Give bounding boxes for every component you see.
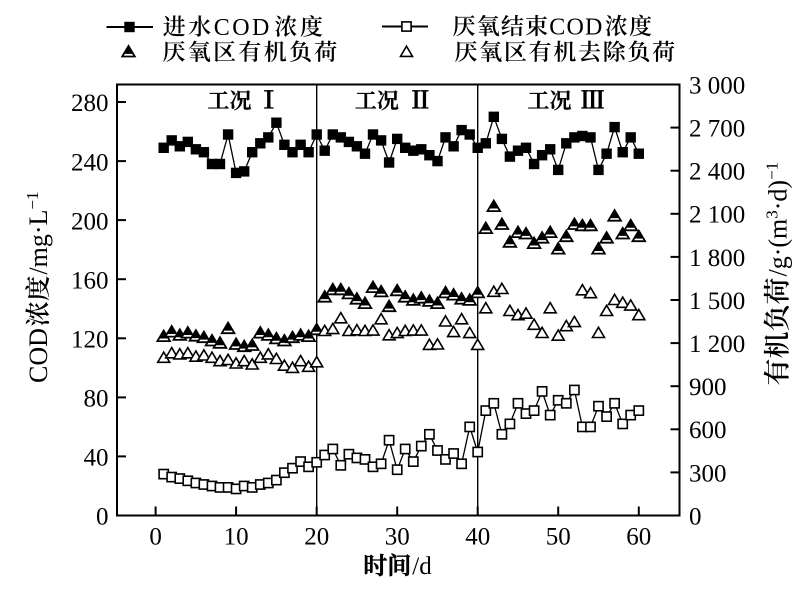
svg-text:120: 120 — [71, 327, 109, 354]
svg-text:280: 280 — [71, 90, 109, 117]
svg-text:40: 40 — [465, 524, 490, 551]
svg-text:/mg·L−1: /mg·L−1 — [23, 192, 53, 275]
svg-text:/g·(m3·d)−1: /g·(m3·d)−1 — [763, 162, 793, 277]
svg-text:/d: /d — [412, 553, 432, 580]
svg-text:30: 30 — [385, 524, 410, 551]
svg-text:50: 50 — [546, 524, 571, 551]
svg-text:1 800: 1 800 — [689, 245, 745, 272]
svg-text:0: 0 — [149, 524, 162, 551]
svg-text:2 700: 2 700 — [689, 116, 745, 143]
svg-text:300: 300 — [689, 460, 727, 487]
svg-text:1 200: 1 200 — [689, 331, 745, 358]
svg-text:160: 160 — [71, 267, 109, 294]
svg-text:COD: COD — [24, 328, 53, 383]
svg-text:240: 240 — [71, 149, 109, 176]
svg-text:COD: COD — [549, 14, 603, 40]
svg-text:60: 60 — [626, 524, 651, 551]
svg-text:10: 10 — [224, 524, 249, 551]
svg-text:2 400: 2 400 — [689, 159, 745, 186]
svg-text:2 100: 2 100 — [689, 202, 745, 229]
svg-text:40: 40 — [84, 445, 109, 472]
svg-text:1 500: 1 500 — [689, 288, 745, 315]
svg-text:600: 600 — [689, 417, 727, 444]
svg-text:0: 0 — [689, 503, 702, 530]
svg-text:900: 900 — [689, 374, 727, 401]
svg-text:20: 20 — [304, 524, 329, 551]
svg-text:COD: COD — [214, 15, 272, 41]
svg-text:80: 80 — [84, 386, 109, 413]
svg-text:200: 200 — [71, 208, 109, 235]
svg-text:0: 0 — [96, 504, 109, 531]
svg-text:3 000: 3 000 — [689, 72, 745, 99]
